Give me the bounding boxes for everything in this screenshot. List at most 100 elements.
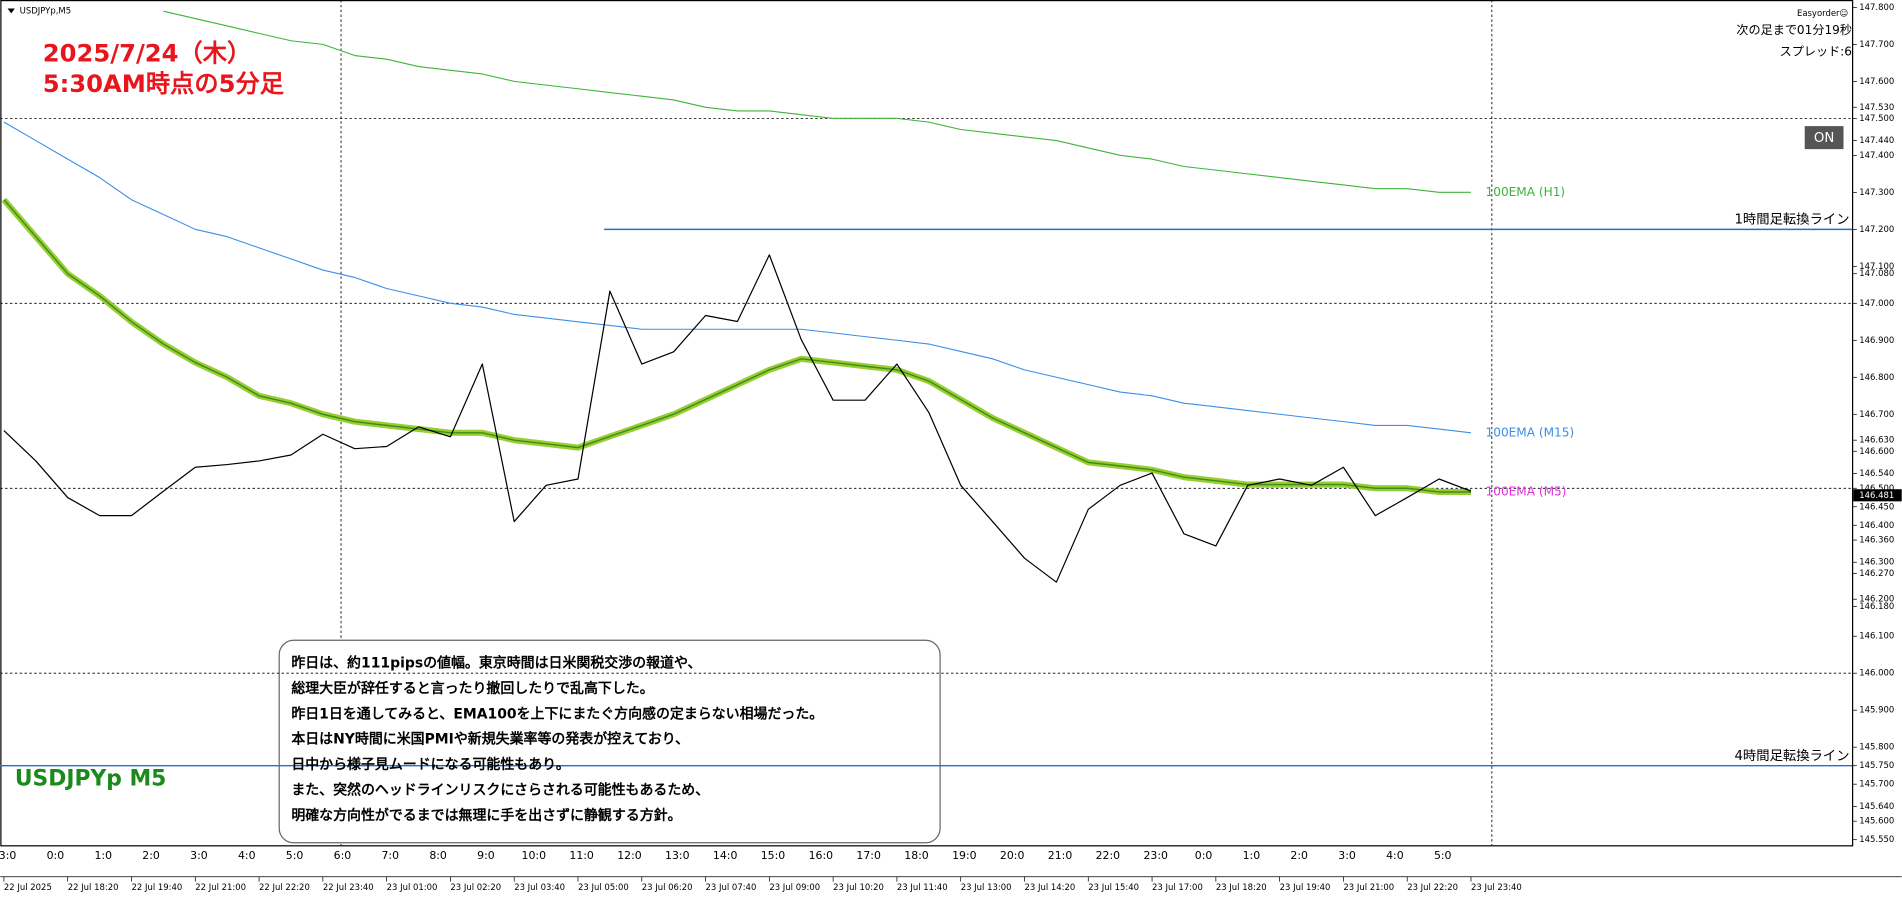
x-tick-label: 22 Jul 22:20 [259,882,310,892]
y-tick-label: 146.500 [1859,483,1894,493]
note-line: 昨日1日を通してみると、EMA100を上下にまたぐ方向感の定まらない相場だった。 [291,705,823,722]
series-label: 100EMA (M5) [1486,484,1567,498]
x-tick-label: 23 Jul 07:40 [706,882,757,892]
session-label: 22:0 [1096,849,1121,862]
y-tick-label: 145.750 [1859,760,1894,770]
countdown: 次の足まで01分19秒 [1736,23,1852,37]
on-button-label[interactable]: ON [1814,131,1834,146]
session-label: 3:0 [190,849,208,862]
y-tick-label: 146.400 [1859,520,1894,530]
y-tick-label: 146.700 [1859,409,1894,419]
x-tick-label: 23 Jul 21:00 [1343,882,1394,892]
note-line: 総理大臣が辞任すると言ったり撤回したりで乱高下した。 [291,680,653,697]
x-tick-label: 22 Jul 19:40 [131,882,182,892]
on-button[interactable] [1804,126,1844,150]
menu-arrow [7,8,15,14]
symbol-label: USDJPYp,M5 [20,5,71,15]
ema-core [3,199,1471,493]
session-label: 10:0 [522,849,547,862]
session-label: 3:0 [1338,849,1356,862]
y-tick-label: 147.100 [1859,261,1894,271]
y-tick-label: 147.300 [1859,187,1894,197]
session-label: 18:0 [904,849,929,862]
session-label: 21:0 [1048,849,1073,862]
session-label: 12:0 [617,849,642,862]
x-tick-label: 23 Jul 13:00 [961,882,1012,892]
y-tick-label: 145.800 [1859,742,1894,752]
ema-line [3,121,1472,434]
y-tick-label: 145.700 [1859,779,1894,789]
note-box [278,639,941,844]
x-tick-label: 23 Jul 11:40 [897,882,948,892]
y-tick-label: 146.630 [1859,435,1894,445]
session-label: 16:0 [809,849,834,862]
session-label: 2:0 [142,849,160,862]
x-tick-label: 23 Jul 10:20 [833,882,884,892]
session-label: 6:0 [334,849,352,862]
price-line [3,254,1472,583]
y-tick-label: 147.500 [1859,113,1894,123]
session-label: 0:0 [1195,849,1213,862]
y-tick-label: 145.900 [1859,705,1894,715]
ema-line [163,10,1471,193]
y-tick-label: 146.200 [1859,594,1894,604]
y-tick-label: 146.540 [1859,468,1894,478]
x-tick-label: 22 Jul 2025 [4,882,52,892]
x-tick-label: 23 Jul 02:20 [450,882,501,892]
session-label: 11:0 [569,849,594,862]
x-tick-label: 22 Jul 21:00 [195,882,246,892]
y-tick-label: 147.700 [1859,39,1894,49]
y-tick-label: 145.640 [1859,801,1894,811]
x-tick-label: 23 Jul 14:20 [1024,882,1075,892]
session-label: 15:0 [761,849,786,862]
x-tick-label: 23 Jul 18:20 [1216,882,1267,892]
y-tick-label: 146.300 [1859,557,1894,567]
spread: スプレッド:6 [1780,45,1852,59]
y-tick-label: 147.400 [1859,150,1894,160]
session-label: 5:0 [286,849,304,862]
x-tick-label: 23 Jul 03:40 [514,882,565,892]
y-tick-label: 146.360 [1859,535,1894,545]
watermark: USDJPYp M5 [15,767,167,792]
y-tick-label: 147.800 [1859,2,1894,12]
level-label: 1時間足転換ライン [1734,212,1849,228]
y-tick-label: 147.200 [1859,224,1894,234]
x-tick-label: 23 Jul 09:00 [769,882,820,892]
note-line: 日中から様子見ムードになる可能性もあり。 [291,756,569,773]
session-label: 8:0 [429,849,447,862]
current-price-label: 146.481 [1859,490,1894,500]
session-label: 19:0 [952,849,977,862]
y-tick-label: 146.800 [1859,372,1894,382]
note-line: 昨日は、約111pipsの値幅。東京時間は日米関税交渉の報道や、 [291,654,701,671]
session-label: 13:0 [665,849,690,862]
session-label: 5:0 [1434,849,1452,862]
series-label: 100EMA (M15) [1486,425,1575,439]
current-price-box [1853,489,1902,502]
session-label: 1:0 [1243,849,1261,862]
x-tick-label: 23 Jul 01:00 [387,882,438,892]
session-label: 9:0 [477,849,495,862]
x-tick-label: 23 Jul 15:40 [1088,882,1139,892]
y-tick-label: 146.000 [1859,668,1894,678]
y-tick-label: 147.440 [1859,135,1894,145]
y-tick-label: 146.600 [1859,446,1894,456]
y-tick-label: 146.180 [1859,601,1894,611]
x-tick-label: 22 Jul 18:20 [68,882,119,892]
y-tick-label: 147.080 [1859,268,1894,278]
x-tick-label: 23 Jul 23:40 [1471,882,1522,892]
session-label: 4:0 [1386,849,1404,862]
series-label: 100EMA (H1) [1486,185,1566,199]
y-tick-label: 147.600 [1859,76,1894,86]
x-tick-label: 23 Jul 22:20 [1407,882,1458,892]
x-tick-label: 23 Jul 06:20 [642,882,693,892]
y-tick-label: 147.000 [1859,298,1894,308]
y-tick-label: 146.450 [1859,501,1894,511]
y-tick-label: 147.530 [1859,102,1894,112]
note-line: 明確な方向性がでるまでは無理に手を出さずに静観する方針。 [291,807,681,824]
session-label: 0:0 [47,849,65,862]
session-label: 14:0 [713,849,738,862]
title: 5:30AM時点の5分足 [43,69,285,98]
x-tick-label: 22 Jul 23:40 [323,882,374,892]
